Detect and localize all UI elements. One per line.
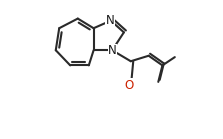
Text: O: O	[124, 79, 133, 92]
Text: N: N	[106, 14, 114, 27]
Text: N: N	[108, 44, 117, 57]
